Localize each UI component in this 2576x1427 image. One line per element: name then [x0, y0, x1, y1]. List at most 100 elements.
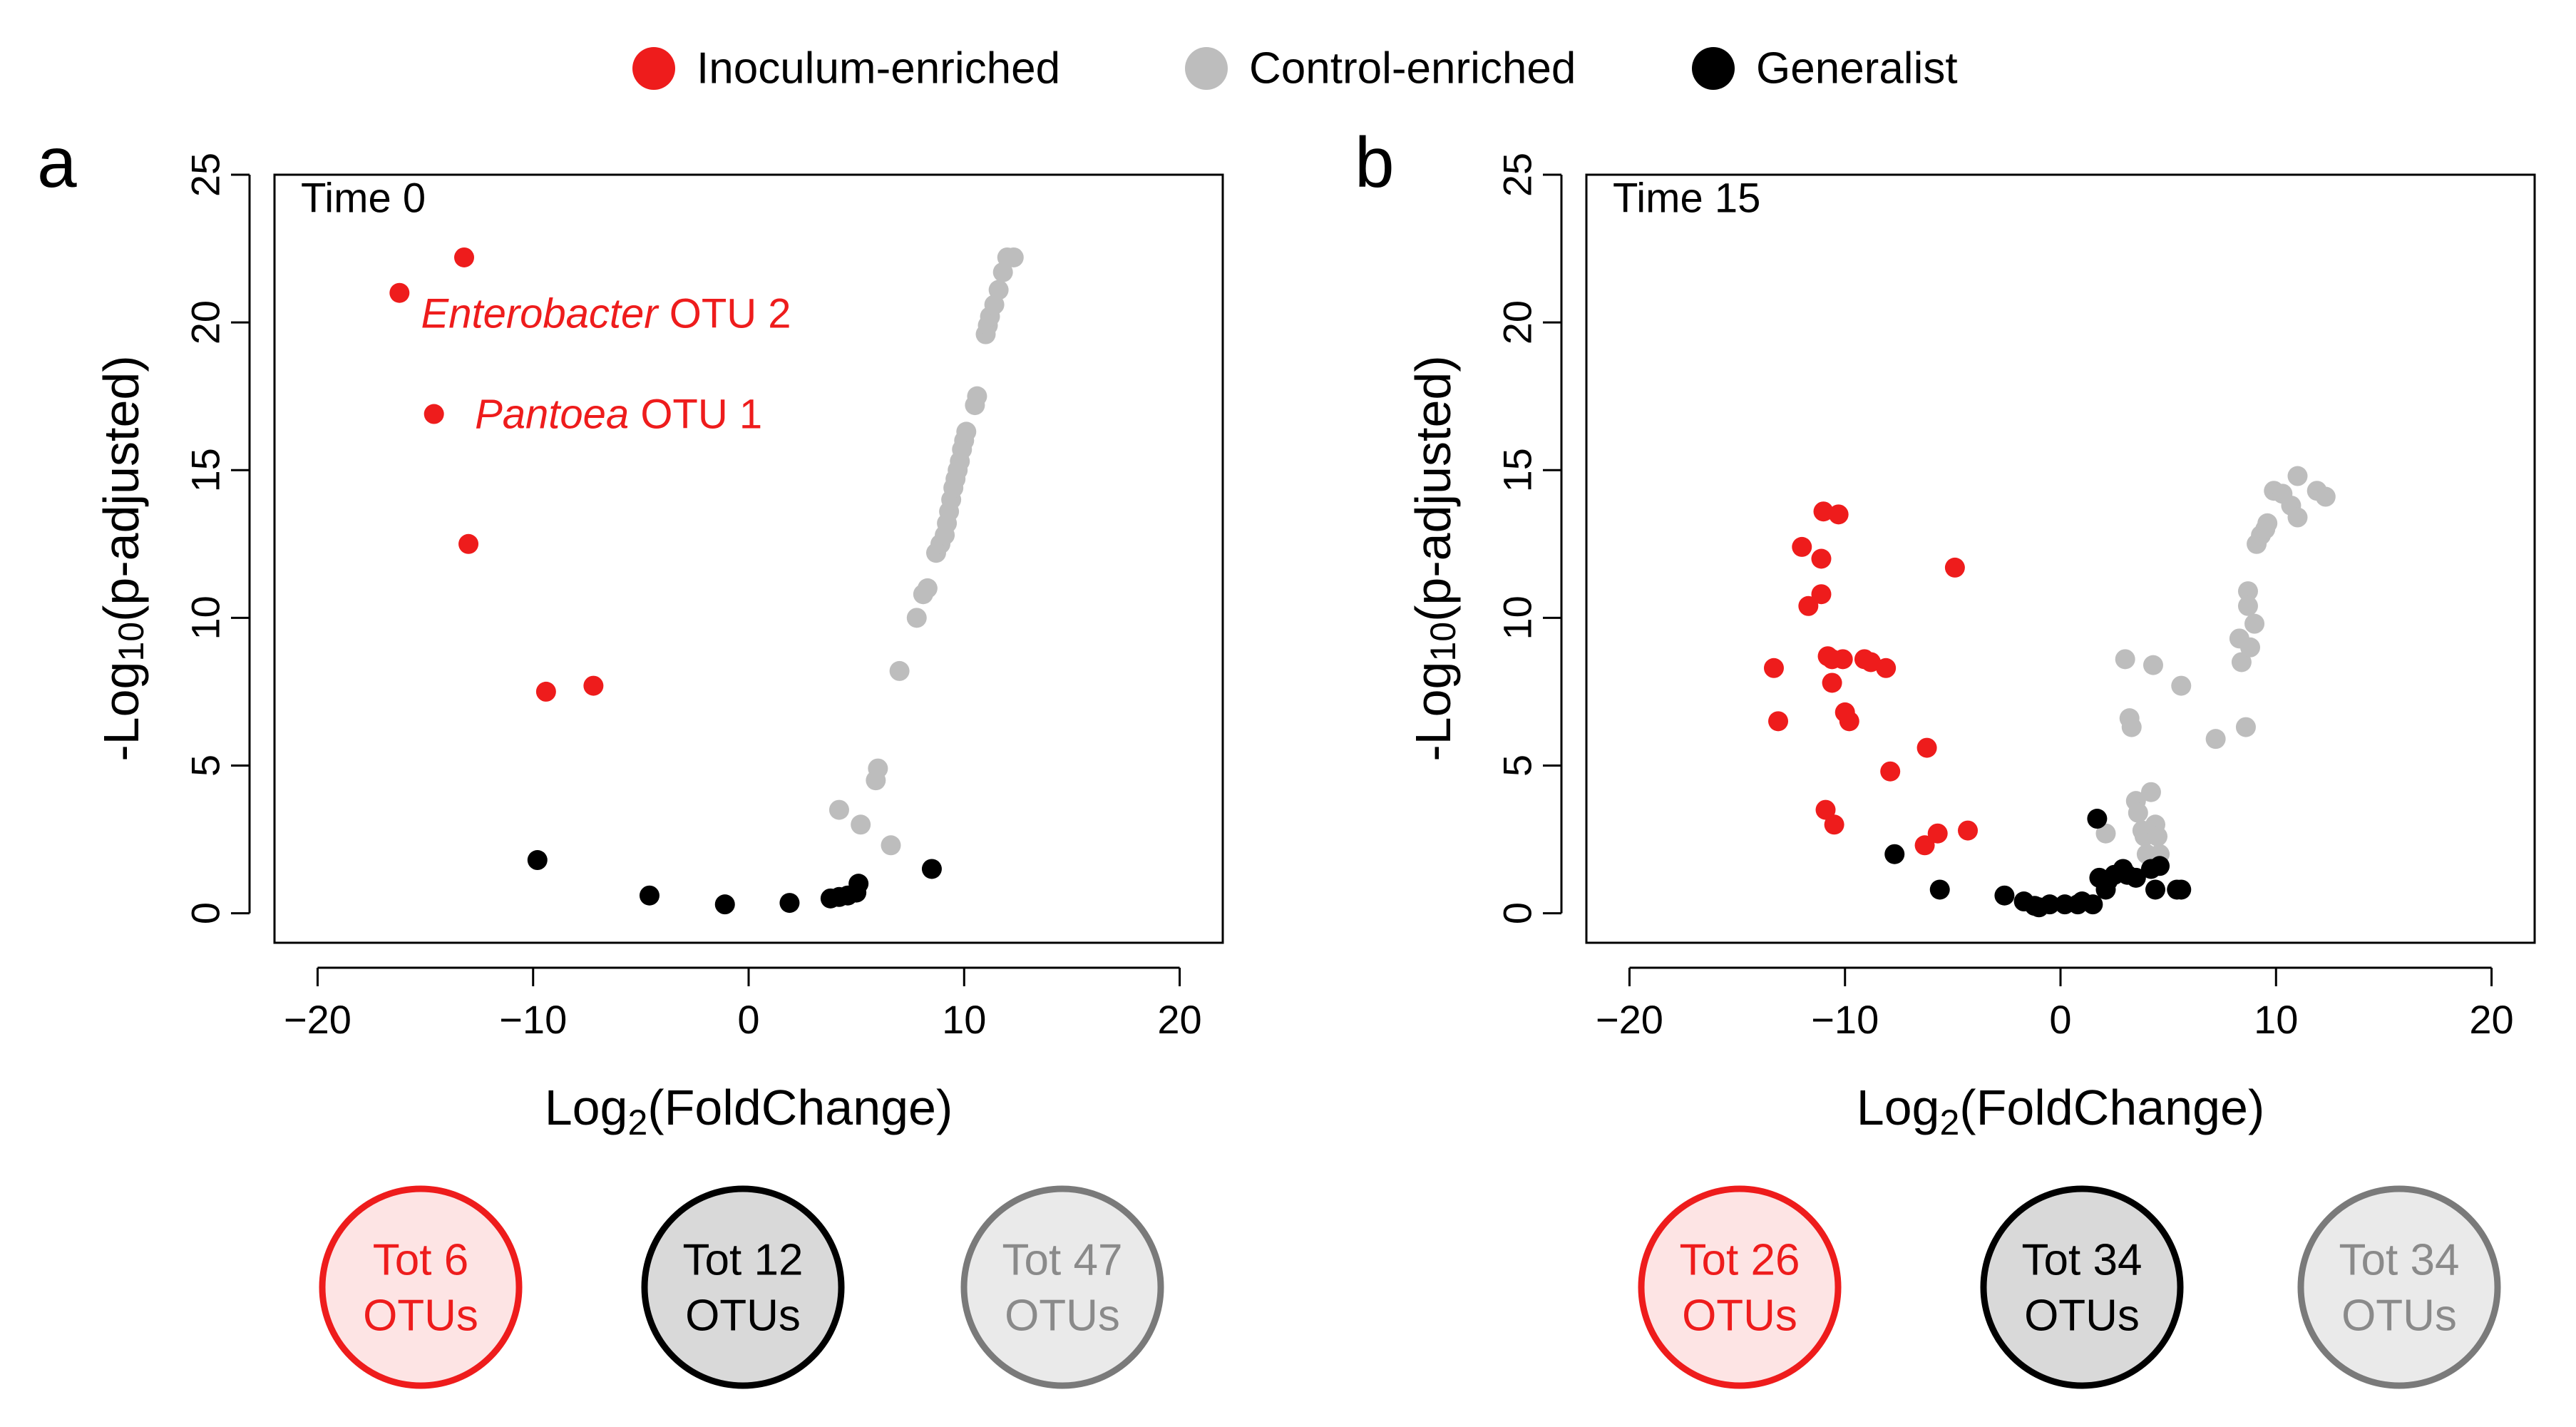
y-tick-label: 15 [1495, 448, 1540, 492]
data-point-control [2235, 717, 2256, 737]
data-point-control [988, 280, 1009, 300]
annotation-pantoea-otu: OTU 1 [629, 391, 762, 437]
y-axis-label-b: -Log10(p-adjusted) [1405, 355, 1463, 761]
data-point-inoculum [1811, 548, 1832, 569]
data-point-inoculum [389, 282, 410, 303]
totals-b: Tot 26 OTUs Tot 34 OTUs Tot 34 OTUs [1638, 1185, 2501, 1389]
annotation-enterobacter-genus: Enterobacter [421, 290, 660, 337]
x-tick-label: 10 [2254, 997, 2298, 1042]
data-point-control [2315, 486, 2336, 507]
data-point-inoculum [1927, 823, 1948, 844]
x-tick-label: −10 [499, 997, 567, 1042]
data-point-control [851, 814, 871, 835]
total-unit-inoculum: OTUs [363, 1292, 478, 1341]
data-point-control [2140, 782, 2161, 802]
legend-label-inoculum: Inoculum-enriched [697, 44, 1060, 93]
scatter-points-a [389, 247, 1024, 915]
data-point-control [2244, 613, 2265, 634]
y-axis-label-prefix-a: -Log [93, 662, 149, 762]
annotation-enterobacter-otu: OTU 2 [658, 290, 791, 337]
data-point-generalist [2083, 894, 2103, 915]
y-tick-label: 25 [183, 153, 228, 197]
data-point-generalist [1994, 885, 2015, 906]
data-point-control [2240, 637, 2260, 658]
data-point-generalist [2087, 809, 2108, 829]
total-circle-control [960, 1185, 1164, 1389]
data-point-control [868, 758, 888, 779]
data-point-inoculum [1876, 658, 1897, 678]
total-circle-control [2297, 1185, 2501, 1389]
data-point-control [917, 578, 938, 598]
x-tick-label: 10 [942, 997, 986, 1042]
y-tick-label: 5 [183, 755, 228, 777]
data-point-inoculum [535, 681, 556, 702]
data-point-control [2287, 466, 2308, 486]
y-tick-label: 10 [183, 595, 228, 640]
data-point-generalist [2145, 879, 2165, 900]
data-point-generalist [2125, 867, 2146, 888]
legend-label-control: Control-enriched [1249, 44, 1576, 93]
total-count-inoculum: Tot 26 [1680, 1236, 1800, 1285]
data-point-control [2143, 655, 2163, 675]
data-point-inoculum [1916, 737, 1937, 758]
data-point-inoculum [1792, 536, 1812, 557]
y-tick-label: 25 [1495, 153, 1540, 197]
legend-marker-generalist [1692, 47, 1735, 90]
data-point-inoculum [1768, 711, 1789, 732]
data-point-generalist [2039, 894, 2060, 915]
data-point-inoculum [454, 247, 474, 267]
legend-item-inoculum: Inoculum-enriched [632, 44, 1060, 93]
data-point-control [881, 835, 901, 856]
x-tick-label: 20 [2469, 997, 2513, 1042]
x-axis-label-suffix-b: (FoldChange) [1959, 1080, 2264, 1135]
total-circle-inoculum [319, 1185, 523, 1389]
y-axis-label-prefix-b: -Log [1405, 662, 1461, 762]
total-unit-generalist: OTUs [685, 1292, 801, 1341]
data-point-control [2128, 802, 2148, 823]
data-point-inoculum [1813, 501, 1834, 522]
data-point-control [956, 421, 977, 442]
x-axis-label-b: Log2(FoldChange) [1857, 1080, 2265, 1142]
data-point-generalist [848, 874, 869, 894]
data-point-generalist [2150, 856, 2170, 876]
y-axis-label-sub-a: 10 [111, 622, 151, 662]
data-point-control [2095, 823, 2116, 844]
totals-a: Tot 6 OTUs Tot 12 OTUs Tot 47 OTUs [319, 1185, 1164, 1389]
data-point-inoculum [1914, 835, 1935, 856]
x-tick-label: −10 [1811, 997, 1879, 1042]
data-point-generalist [714, 894, 735, 915]
data-point-control [2257, 513, 2278, 533]
total-circle-inoculum [1638, 1185, 1842, 1389]
data-point-generalist [527, 850, 548, 871]
total-count-control: Tot 47 [1002, 1236, 1123, 1285]
legend-item-control: Control-enriched [1185, 44, 1576, 93]
data-point-inoculum [1861, 652, 1881, 672]
data-point-inoculum [583, 675, 604, 696]
total-unit-control: OTUs [1005, 1292, 1120, 1341]
data-point-control [828, 799, 849, 820]
x-tick-label: −20 [1596, 997, 1663, 1042]
x-axis-label-a: Log2(FoldChange) [545, 1080, 953, 1142]
data-point-control [2237, 581, 2258, 602]
y-axis-label-sub-b: 10 [1423, 622, 1463, 662]
data-point-control [2231, 652, 2252, 672]
data-point-inoculum [1958, 820, 1979, 841]
data-point-control [2287, 507, 2308, 528]
data-point-control [2121, 717, 2142, 737]
legend-marker-inoculum [632, 47, 675, 90]
legend-item-generalist: Generalist [1692, 44, 1958, 93]
data-point-inoculum [1832, 649, 1853, 670]
annotation-pantoea-text: Pantoea OTU 1 [475, 391, 762, 437]
data-point-inoculum [1880, 761, 1901, 782]
data-point-generalist [779, 893, 800, 914]
axes-b: −20 −10 0 10 20 0 5 10 15 20 25 [1495, 153, 2514, 1042]
total-count-generalist: Tot 12 [683, 1236, 804, 1285]
total-unit-control: OTUs [2341, 1292, 2457, 1341]
y-axis-label-a: -Log10(p-adjusted) [93, 355, 151, 761]
total-count-generalist: Tot 34 [2022, 1236, 2143, 1285]
total-count-inoculum: Tot 6 [373, 1236, 468, 1285]
data-point-generalist [2171, 879, 2192, 900]
x-axis-label-prefix-a: Log [545, 1080, 628, 1135]
